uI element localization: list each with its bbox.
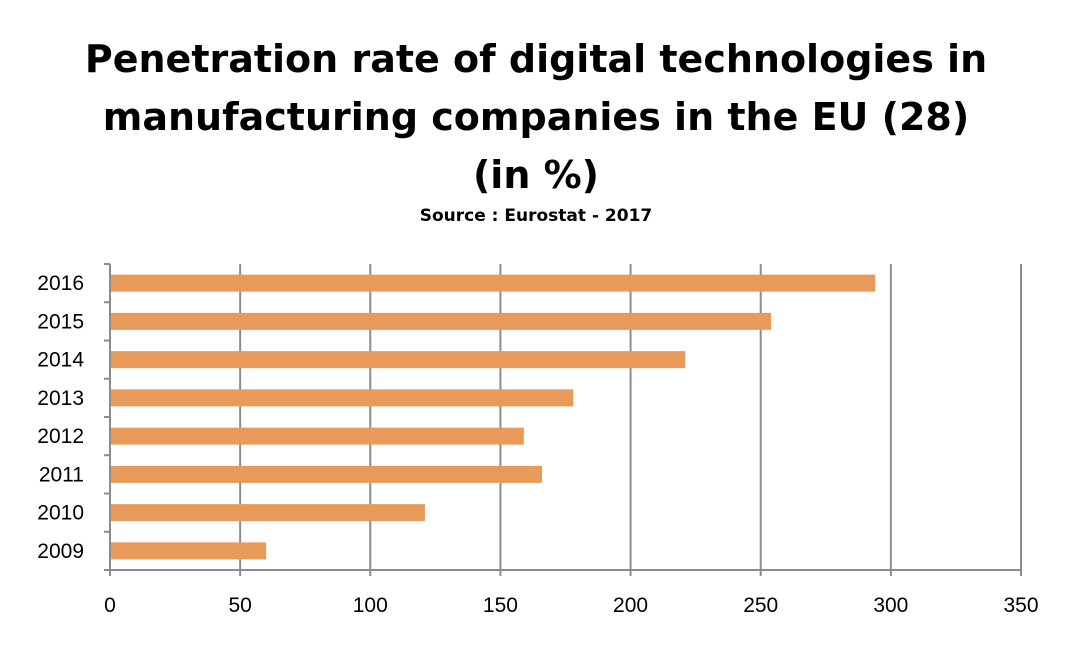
x-tick-label-300: 300: [873, 594, 908, 617]
y-tick-label-2012: 2012: [37, 425, 84, 448]
x-tick-label-150: 150: [483, 594, 518, 617]
x-tick-label-50: 50: [228, 594, 251, 617]
y-tick-label-2011: 2011: [39, 463, 84, 486]
x-tick-label-350: 350: [1003, 594, 1038, 617]
x-tick-label-100: 100: [353, 594, 388, 617]
bar-2014: [111, 351, 686, 369]
bar-2015: [111, 312, 772, 330]
chart-subtitle: Source : Eurostat - 2017: [419, 206, 653, 226]
bar-2013: [111, 389, 574, 407]
x-tick-label-250: 250: [743, 594, 778, 617]
y-tick-label-2010: 2010: [37, 502, 84, 525]
bar-2011: [111, 465, 543, 483]
y-tick-label-2015: 2015: [37, 310, 84, 333]
x-tick-label-200: 200: [613, 594, 648, 617]
bar-2009: [111, 542, 267, 560]
y-tick-label-2016: 2016: [37, 272, 84, 295]
bar-2016: [111, 274, 876, 292]
bar-2010: [111, 504, 425, 522]
x-tick-label-0: 0: [104, 594, 116, 617]
bar-2012: [111, 427, 524, 445]
chart-title: Penetration rate of digital technologies…: [0, 30, 1072, 228]
y-tick-label-2013: 2013: [37, 387, 84, 410]
y-tick-label-2014: 2014: [37, 349, 84, 372]
chart-title-line-3: (in %): [472, 153, 600, 197]
y-tick-label-2009: 2009: [37, 540, 84, 563]
chart-title-line-1: Penetration rate of digital technologies…: [84, 37, 988, 81]
chart-title-line-2: manufacturing companies in the EU (28): [102, 95, 970, 139]
